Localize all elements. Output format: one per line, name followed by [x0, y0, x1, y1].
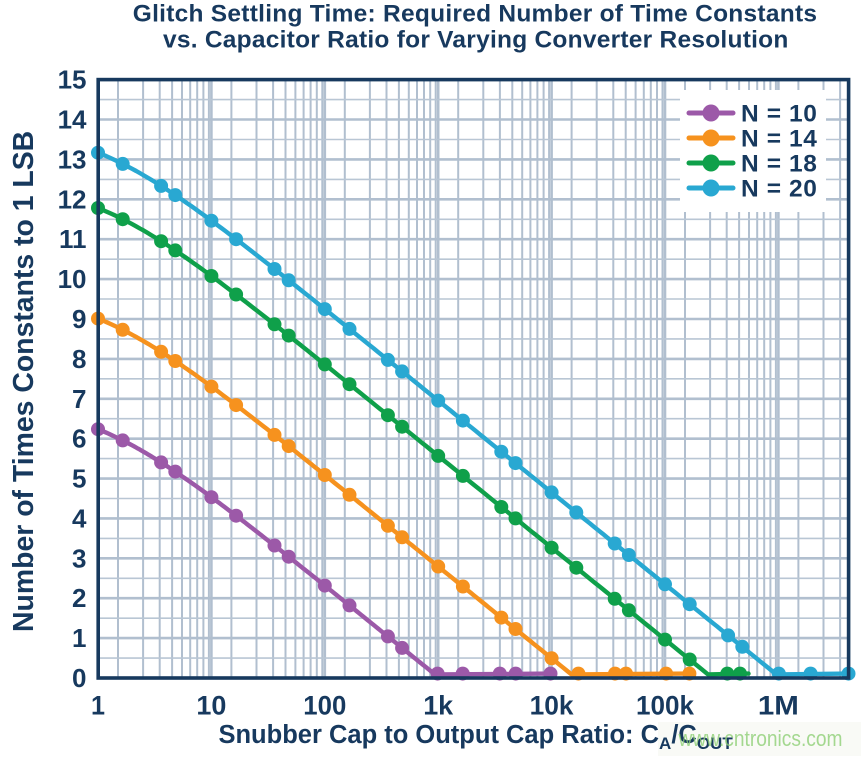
svg-text:10: 10 [58, 264, 87, 294]
svg-text:www.cntronics.com: www.cntronics.com [678, 726, 843, 751]
svg-text:14: 14 [58, 105, 87, 135]
svg-text:7: 7 [72, 384, 86, 414]
svg-text:1: 1 [72, 623, 86, 653]
svg-text:12: 12 [58, 184, 87, 214]
svg-text:4: 4 [72, 503, 87, 533]
svg-text:100: 100 [303, 691, 346, 721]
svg-text:1k: 1k [423, 691, 454, 721]
svg-text:1M: 1M [758, 691, 799, 721]
svg-text:2: 2 [72, 583, 86, 613]
svg-text:N = 10: N = 10 [741, 101, 817, 128]
svg-text:15: 15 [58, 65, 87, 95]
svg-text:6: 6 [72, 424, 86, 454]
svg-text:Number of Times Constants to 1: Number of Times Constants to 1 LSB [8, 131, 40, 632]
svg-text:N = 18: N = 18 [741, 151, 817, 178]
svg-text:3: 3 [72, 543, 86, 573]
svg-text:Snubber Cap to Output Cap Rati: Snubber Cap to Output Cap Ratio: CA/COUT [218, 721, 733, 753]
svg-text:0: 0 [72, 663, 86, 693]
svg-text:1: 1 [91, 691, 105, 721]
svg-text:Glitch Settling Time: Required: Glitch Settling Time: Required Number of… [133, 1, 818, 28]
svg-text:13: 13 [58, 144, 87, 174]
svg-text:vs. Capacitor Ratio for Varyin: vs. Capacitor Ratio for Varying Converte… [163, 26, 789, 53]
svg-text:9: 9 [72, 304, 86, 334]
svg-text:10: 10 [196, 691, 226, 721]
svg-text:N = 14: N = 14 [741, 126, 817, 153]
svg-text:11: 11 [59, 224, 87, 254]
svg-text:N = 20: N = 20 [741, 176, 817, 203]
svg-text:100k: 100k [636, 691, 695, 721]
svg-text:8: 8 [72, 344, 86, 374]
svg-text:5: 5 [72, 464, 86, 494]
svg-text:10k: 10k [530, 691, 575, 721]
